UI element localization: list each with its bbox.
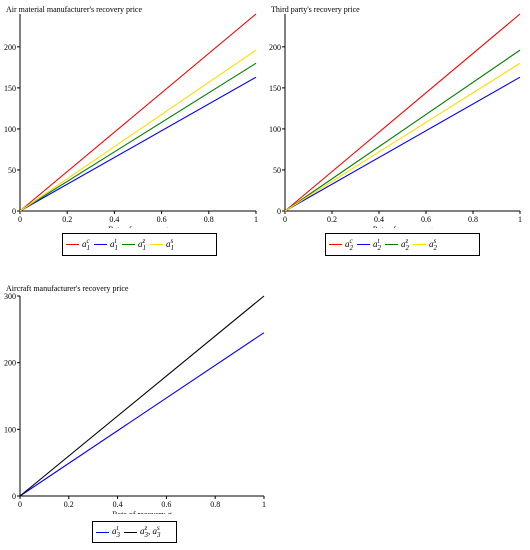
x-tick-label: 0.2 <box>64 500 74 509</box>
chart-plot: 0 0.2 0.4 0.6 0.8 1 0 100 200 300 Rate of recovery… <box>4 292 266 514</box>
x-tick-label: 0 <box>18 215 22 224</box>
x-axis-label: Rate of recovery σ <box>108 225 168 228</box>
legend-swatch <box>329 244 342 245</box>
legend-swatch <box>357 244 370 245</box>
x-axis-label: Rate of recovery σ <box>373 225 433 228</box>
x-axis-label: Rate of recovery σ <box>112 510 172 514</box>
legend-swatch <box>150 244 163 245</box>
x-tick-label: 0.4 <box>374 215 384 224</box>
x-tick-label: 0.6 <box>157 215 167 224</box>
legend-swatch <box>96 531 109 533</box>
series-line <box>284 49 521 212</box>
legend-swatch <box>66 244 79 245</box>
x-tick-label: 0.4 <box>109 215 119 224</box>
chart-plot: 0 0.2 0.4 0.6 0.8 1 0 50 100 150 200 Rate of recove… <box>269 13 522 228</box>
series-line <box>19 49 257 212</box>
y-tick-label: 200 <box>4 43 16 52</box>
legend-swatch <box>124 531 137 533</box>
y-tick-label: 0 <box>12 207 16 216</box>
y-tick-label: 0 <box>12 492 16 501</box>
y-tick-label: 100 <box>4 125 16 134</box>
y-tick-label: 300 <box>4 292 16 301</box>
chart-title: Third party's recovery price <box>271 5 360 14</box>
series-line <box>19 332 265 497</box>
x-tick-label: 0 <box>18 500 22 509</box>
x-tick-label: 0.6 <box>421 215 431 224</box>
chart-plot: 0 0.2 0.4 0.6 0.8 1 0 50 100 150 200 Rate of recove… <box>4 13 258 228</box>
series-line <box>284 13 521 212</box>
x-tick-label: 0.8 <box>468 215 478 224</box>
legend-swatch <box>122 244 135 245</box>
series-line <box>19 62 257 212</box>
series-line <box>19 76 257 212</box>
x-tick-label: 1 <box>518 215 522 224</box>
x-tick-label: 0.8 <box>210 500 220 509</box>
x-tick-label: 0.6 <box>161 500 171 509</box>
x-tick-label: 1 <box>254 215 258 224</box>
y-tick-label: 100 <box>4 425 16 434</box>
legend-swatch <box>94 244 107 245</box>
series-line <box>284 76 521 212</box>
x-tick-label: 0.2 <box>327 215 337 224</box>
y-tick-label: 50 <box>273 166 281 175</box>
legend-swatch <box>385 244 398 245</box>
chart-title: Air material manufacturer's recovery pri… <box>6 5 143 14</box>
chart-panel-1: Air material manufacturer's recovery pri… <box>0 0 265 262</box>
legend-swatch <box>413 244 426 245</box>
chart-panel-2: Third party's recovery price 0 0.2 0.4 0.6 0… <box>265 0 530 262</box>
y-tick-label: 200 <box>269 43 281 52</box>
x-tick-label: 0 <box>283 215 287 224</box>
y-tick-label: 200 <box>4 359 16 368</box>
y-tick-label: 50 <box>8 166 16 175</box>
series-line <box>19 13 257 212</box>
y-tick-label: 100 <box>269 125 281 134</box>
y-tick-label: 150 <box>4 84 16 93</box>
y-tick-label: 150 <box>269 84 281 93</box>
x-tick-label: 0.4 <box>113 500 123 509</box>
y-tick-label: 0 <box>277 207 281 216</box>
x-tick-label: 0.8 <box>204 215 214 224</box>
series-line <box>19 295 265 497</box>
x-tick-label: 0.2 <box>62 215 72 224</box>
x-tick-label: 1 <box>262 500 266 509</box>
series-line <box>284 62 521 212</box>
chart-panel-3: Aircraft manufacturer's recovery price 0… <box>0 280 280 548</box>
chart-title: Aircraft manufacturer's recovery price <box>6 284 129 293</box>
